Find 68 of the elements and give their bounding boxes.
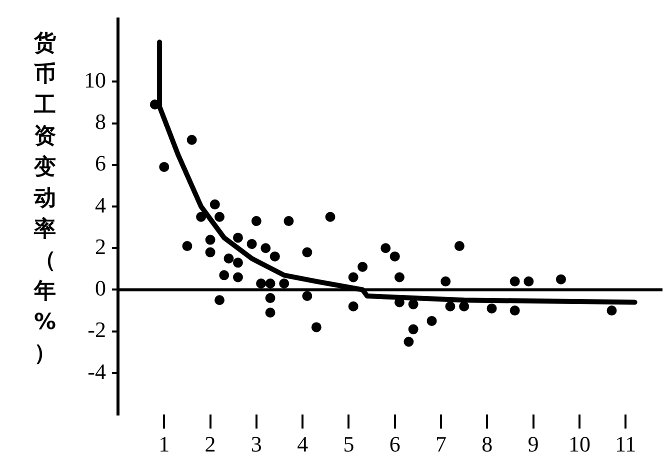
point: [390, 251, 400, 262]
point: [510, 306, 520, 316]
point: [408, 324, 418, 334]
point: [214, 295, 225, 306]
y-tick-label: -2: [88, 317, 106, 342]
x-tick-label: 10: [568, 432, 590, 457]
point: [265, 293, 276, 304]
point: [358, 262, 368, 272]
point: [186, 134, 197, 145]
point: [182, 241, 192, 252]
x-tick-label: 4: [297, 432, 308, 457]
point: [302, 290, 312, 301]
point: [196, 212, 206, 222]
point: [325, 212, 336, 222]
y-tick-label: 2: [95, 234, 106, 259]
x-tick-label: 9: [528, 432, 539, 457]
point: [426, 316, 437, 326]
x-tick-label: 8: [482, 432, 493, 457]
y-tick-label: 6: [95, 150, 106, 176]
point: [556, 274, 566, 284]
point: [210, 199, 220, 210]
point: [205, 247, 216, 258]
point: [256, 278, 266, 288]
x-tick-label: 1: [158, 432, 170, 457]
x-tick-label: 3: [250, 432, 262, 457]
y-tick-label: 10: [84, 67, 106, 92]
point: [270, 251, 280, 262]
point: [232, 232, 243, 243]
point: [459, 301, 470, 312]
y-tick-label: -4: [88, 358, 106, 384]
x-tick-label: 7: [436, 432, 447, 457]
point: [214, 212, 225, 222]
y-tick-label: 0: [95, 276, 106, 301]
point: [404, 336, 414, 347]
point: [232, 258, 243, 268]
y-tick-label: 4: [95, 192, 106, 218]
point: [486, 303, 497, 314]
point: [224, 254, 234, 264]
point: [440, 276, 451, 286]
y-tick-label: 8: [95, 109, 106, 134]
point: [302, 247, 312, 258]
point: [219, 270, 230, 280]
point: [246, 238, 257, 249]
point: [445, 301, 456, 312]
x-tick-label: 6: [389, 432, 400, 457]
point: [279, 278, 290, 288]
point: [284, 216, 294, 226]
point: [265, 278, 276, 288]
point: [265, 308, 276, 318]
point: [380, 243, 391, 254]
point: [159, 162, 170, 172]
point: [260, 243, 271, 254]
point: [510, 276, 520, 286]
point: [606, 306, 617, 316]
point: [311, 322, 322, 332]
point: [524, 276, 534, 286]
point: [232, 272, 243, 282]
x-tick-label: 2: [204, 432, 216, 457]
point: [408, 299, 418, 310]
point: [454, 241, 464, 252]
point: [348, 301, 358, 312]
point: [251, 216, 262, 226]
point: [394, 272, 404, 282]
point: [205, 234, 216, 245]
x-tick-label: 11: [614, 432, 636, 457]
text: 货币工资变动率（年%）: [34, 31, 56, 366]
x-tick-label: 5: [343, 432, 354, 457]
point: [348, 272, 358, 282]
